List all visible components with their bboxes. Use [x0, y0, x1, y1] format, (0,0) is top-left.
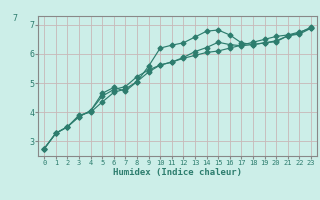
X-axis label: Humidex (Indice chaleur): Humidex (Indice chaleur)	[113, 168, 242, 177]
Text: 7: 7	[13, 14, 18, 23]
